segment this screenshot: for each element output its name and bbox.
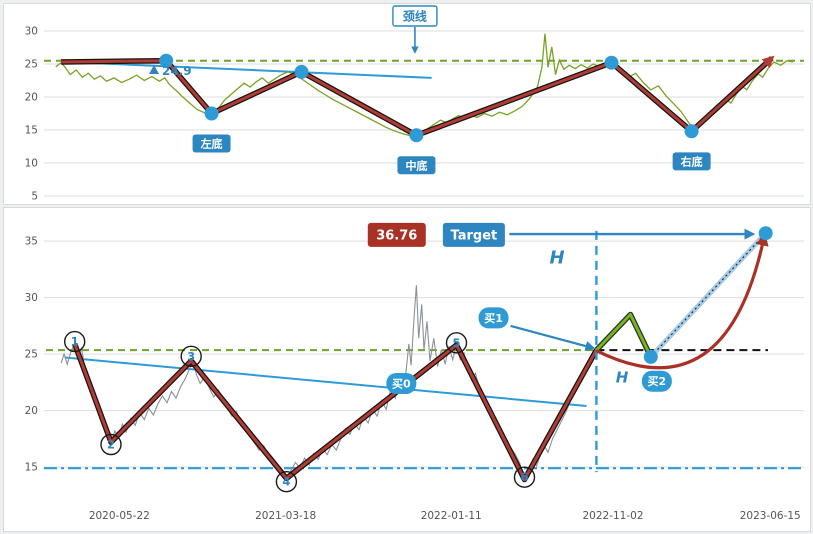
buy2-label-text: 买2 — [648, 375, 667, 388]
x-tick-label: 2021-03-18 — [255, 510, 316, 522]
neckline-price: 24.9 — [162, 64, 192, 78]
pattern-label — [192, 134, 231, 153]
x-tick-label: 2022-01-11 — [421, 510, 482, 522]
projection-dotted — [650, 232, 767, 358]
target-dot — [758, 226, 773, 241]
y-tick-label: 10 — [25, 158, 38, 170]
pivot-number: 6 — [521, 470, 529, 484]
neckline-label-text: 颈线 — [402, 8, 427, 23]
buy0-label — [386, 372, 417, 394]
pivot-dot — [204, 106, 219, 121]
y-tick-label: 15 — [25, 125, 38, 137]
y-tick-label: 35 — [25, 236, 38, 248]
y-tick-label: 20 — [25, 405, 38, 417]
top-panel — [3, 3, 811, 205]
pivot-dot — [159, 53, 174, 68]
pattern-label — [672, 152, 711, 171]
pivot-circle-1 — [63, 330, 86, 353]
zigzag — [61, 55, 775, 137]
buy1-label-text: 买1 — [484, 312, 503, 325]
pivot-number: 2 — [107, 437, 115, 451]
y-tick-label: 30 — [25, 292, 38, 304]
x-tick-label: 2023-06-15 — [740, 510, 801, 522]
down-trendline — [61, 60, 432, 79]
y-tick-label: 5 — [31, 191, 38, 203]
pivot-circle-6 — [513, 466, 536, 488]
pivot-dot — [294, 64, 309, 79]
target-price-box — [367, 222, 426, 247]
y-tick-label: 20 — [25, 92, 38, 104]
pivot-circle-4 — [275, 471, 298, 493]
pivot-circle-5 — [445, 332, 468, 354]
height-label: H — [616, 368, 629, 386]
buy1-arrow — [510, 324, 596, 351]
down-trendline — [64, 356, 587, 407]
pivot-circle-2 — [100, 433, 122, 456]
pivot-dot — [604, 55, 619, 70]
buy2-dot — [643, 349, 658, 364]
target-curve-arrow — [595, 232, 769, 370]
pattern-label — [397, 156, 436, 175]
target-label-box-text: Target — [451, 229, 498, 244]
pattern-label-text: 中底 — [405, 158, 427, 172]
pivot-number: 4 — [282, 475, 290, 489]
pivot-number: 1 — [71, 335, 79, 349]
pivot-circle-3 — [180, 345, 202, 367]
pattern-label-text: 右底 — [680, 154, 703, 168]
target-price-box-text: 36.76 — [376, 229, 417, 244]
target-label-box — [442, 222, 505, 247]
pivot-dot — [684, 124, 699, 139]
triangle-marker — [149, 65, 159, 74]
buy2-label — [641, 370, 672, 392]
y-tick-label: 25 — [25, 59, 38, 71]
y-tick-label: 30 — [25, 26, 38, 38]
x-tick-label: 2022-11-02 — [582, 510, 643, 522]
buy1-label — [478, 307, 509, 329]
y-tick-label: 25 — [25, 349, 38, 361]
buy0-label-text: 买0 — [392, 377, 411, 390]
pivot-number: 5 — [453, 336, 461, 350]
breakout-zigzag — [595, 313, 653, 358]
height-label: H — [550, 248, 565, 269]
pattern-label-text: 左底 — [200, 136, 223, 150]
pivot-number: 3 — [187, 349, 195, 363]
neckline-label — [392, 5, 438, 27]
bottom-panel — [3, 207, 811, 532]
zigzag — [73, 343, 598, 481]
pivot-dot — [409, 128, 424, 143]
y-tick-label: 15 — [25, 462, 38, 474]
x-tick-label: 2020-05-22 — [89, 510, 150, 522]
